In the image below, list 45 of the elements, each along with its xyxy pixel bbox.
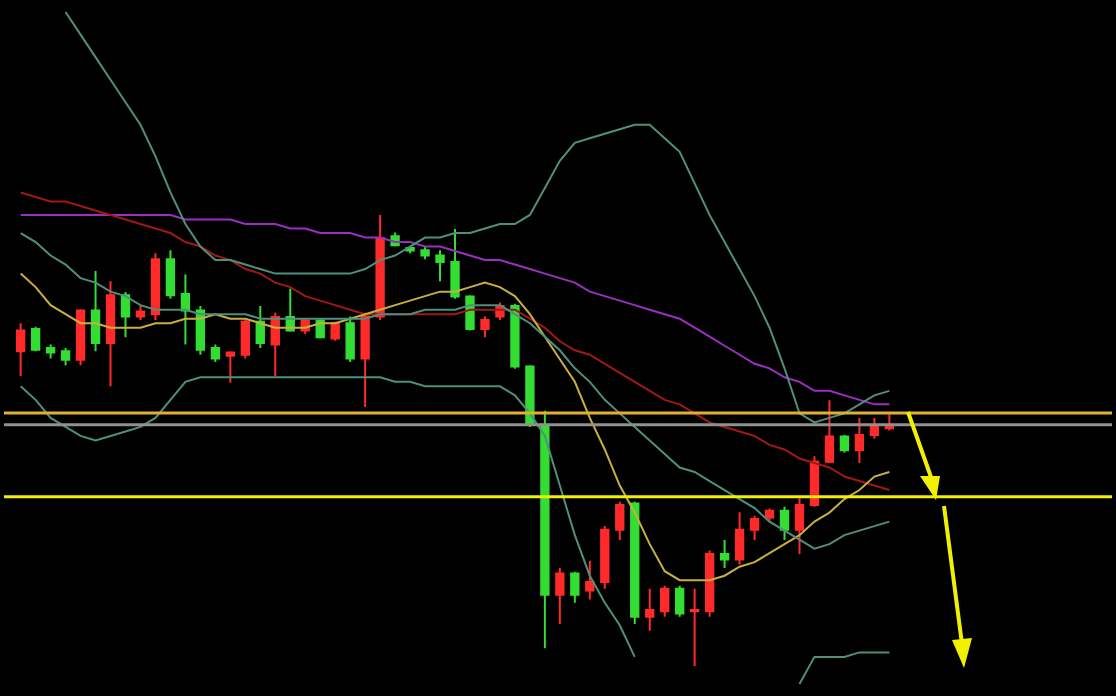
candlestick: [854, 416, 865, 464]
candlestick: [510, 302, 520, 370]
candlestick: [764, 507, 775, 522]
candlestick: [749, 514, 760, 542]
candlestick: [734, 511, 745, 566]
candlestick: [675, 584, 685, 618]
candlestick: [360, 311, 370, 409]
candlestick: [45, 343, 56, 360]
candlestick: [869, 416, 880, 440]
candlestick: [255, 305, 265, 349]
candlestick: [600, 525, 610, 590]
candlestick: [540, 409, 550, 650]
candlestick: [615, 500, 625, 542]
candlestick: [839, 434, 850, 454]
candlestick: [75, 308, 86, 367]
candlestick: [135, 305, 146, 322]
candlestick: [704, 549, 715, 618]
candlestick: [570, 570, 580, 604]
candlestick: [450, 227, 460, 300]
candlestick: [660, 584, 670, 618]
candlestick: [180, 273, 191, 346]
candlestick: [345, 315, 355, 363]
candlestick: [555, 567, 565, 625]
candlestick: [480, 315, 490, 339]
candlestick: [30, 325, 41, 353]
candlestick: [15, 322, 26, 377]
candlestick: [645, 587, 655, 632]
candlestick: [630, 500, 640, 625]
candlestick: [240, 319, 250, 360]
candlestick: [225, 350, 236, 384]
candlestick: [719, 539, 730, 570]
candlestick: [60, 347, 71, 367]
candlestick: [105, 280, 116, 388]
candlestick: [585, 559, 595, 601]
candlestick: [824, 399, 835, 464]
candlestick: [165, 249, 176, 300]
candlestick: [90, 269, 101, 353]
candlestick: [210, 343, 221, 363]
candlestick: [150, 252, 161, 322]
candlestick: [779, 505, 790, 542]
candlestick: [420, 245, 430, 261]
candlestick: [689, 587, 700, 667]
candlestick: [794, 497, 805, 556]
candlestick: [435, 249, 445, 283]
candlestick: [120, 291, 131, 339]
